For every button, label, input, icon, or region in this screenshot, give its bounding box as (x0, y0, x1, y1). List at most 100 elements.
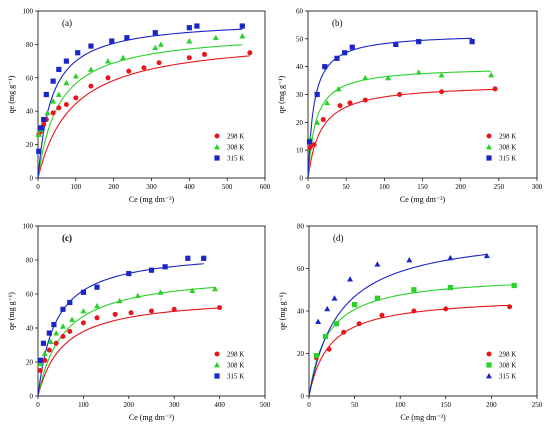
plot-frame (37, 225, 266, 397)
chart-panel-2: 0 50 100 150 200 250 300 0 10 20 30 40 50 60 Ce (mg dm… (277, 8, 543, 205)
data-point-series-3 (483, 252, 490, 259)
data-point-series-2 (335, 85, 342, 92)
y-tick-label: 100 (23, 223, 34, 231)
data-point-series-1 (80, 320, 86, 326)
data-point-series-2 (352, 302, 358, 308)
data-point-series-2 (37, 360, 44, 367)
x-tick-label: 150 (417, 183, 428, 191)
data-point-series-3 (349, 44, 355, 50)
data-point-series-3 (50, 78, 56, 84)
y-tick-label: 40 (26, 108, 34, 116)
x-tick-label: 150 (441, 401, 452, 409)
data-point-series-2 (374, 295, 380, 301)
data-point-series-3 (314, 91, 320, 98)
data-point-series-2 (80, 308, 87, 314)
y-tick-label: 0 (301, 393, 305, 401)
data-point-series-1 (126, 68, 132, 74)
data-point-series-2 (186, 38, 193, 44)
data-point-series-1 (347, 100, 353, 106)
x-tick-label: 100 (395, 401, 406, 409)
y-tick-label: 0 (30, 175, 34, 183)
data-point-series-1 (56, 105, 62, 111)
data-point-series-1 (320, 117, 326, 123)
fit-curve-3 (308, 253, 487, 397)
data-point-series-3 (109, 38, 115, 44)
data-point-series-3 (94, 284, 100, 290)
x-tick-label: 50 (351, 401, 359, 409)
legend-marker-3 (486, 155, 492, 161)
x-tick-label: 200 (455, 183, 466, 191)
chart-panel-1: 0 100 200 300 400 500 600 0 20 40 60 80 100 Ce (mg dm… (7, 8, 271, 205)
data-point-series-3 (38, 125, 44, 131)
data-point-series-3 (80, 289, 86, 295)
x-tick-label: 100 (379, 183, 390, 191)
legend-label-3: 315 K (227, 373, 244, 381)
data-point-series-2 (411, 287, 417, 293)
data-point-series-2 (44, 109, 51, 116)
x-tick-label: 50 (343, 183, 351, 191)
panel-label: (a) (62, 18, 72, 28)
data-point-series-2 (152, 44, 159, 51)
legend-marker-1 (486, 133, 492, 139)
data-point-series-2 (72, 73, 79, 79)
data-point-series-3 (347, 276, 354, 282)
data-point-series-3 (201, 255, 207, 261)
data-point-series-2 (87, 66, 94, 72)
chart-panel-3: 0 100 200 300 400 500 0 20 40 60 80 100 Ce (mg dm⁻³)… (7, 223, 271, 423)
data-point-series-2 (488, 72, 495, 78)
x-tick-label: 0 (36, 183, 40, 191)
x-tick-label: 300 (532, 183, 543, 191)
x-tick-label: 0 (307, 401, 311, 409)
data-point-series-2 (362, 74, 369, 81)
data-point-series-3 (75, 50, 81, 56)
x-tick-label: 0 (36, 401, 40, 409)
x-tick-label: 0 (306, 183, 310, 191)
y-axis-title: qe (mg g⁻¹) (7, 75, 16, 113)
data-point-series-2 (116, 297, 123, 304)
data-point-series-1 (156, 60, 162, 66)
y-tick-label: 0 (30, 393, 34, 401)
data-point-series-1 (217, 305, 223, 311)
data-point-series-1 (42, 357, 48, 363)
x-axis-title: Ce (mg dm⁻³) (400, 195, 446, 204)
data-point-series-3 (342, 50, 348, 56)
fit-curve-2 (37, 286, 216, 397)
panel-label: (d) (333, 233, 344, 243)
y-tick-label: 20 (26, 141, 34, 149)
y-tick-label: 60 (297, 265, 305, 273)
legend-marker-2 (214, 144, 220, 150)
data-point-series-2 (239, 33, 246, 39)
data-point-series-1 (337, 103, 343, 109)
data-point-series-1 (201, 51, 207, 57)
legend-label-3: 315 K (499, 155, 516, 163)
fit-curve-1 (308, 304, 510, 397)
legend-marker-1 (214, 133, 220, 139)
data-point-series-3 (374, 261, 381, 267)
data-point-series-3 (406, 257, 413, 263)
x-tick-label: 100 (78, 401, 89, 409)
data-point-series-1 (46, 347, 52, 353)
data-point-series-1 (307, 144, 313, 150)
data-point-series-3 (36, 148, 42, 154)
data-point-series-2 (385, 74, 392, 81)
data-point-series-3 (63, 58, 69, 64)
x-tick-label: 400 (184, 183, 195, 191)
data-point-series-1 (397, 92, 403, 97)
data-point-series-1 (53, 340, 59, 346)
data-point-series-2 (511, 282, 517, 289)
data-point-series-2 (53, 330, 60, 336)
data-point-series-1 (341, 329, 347, 335)
data-point-series-2 (104, 58, 111, 64)
x-axis-title: Ce (mg dm⁻³) (400, 413, 446, 422)
data-point-series-1 (37, 368, 43, 373)
data-point-series-2 (333, 321, 339, 327)
data-point-series-1 (171, 306, 177, 312)
y-tick-label: 10 (296, 147, 304, 155)
legend-marker-3 (214, 155, 220, 161)
data-point-series-3 (126, 271, 132, 277)
data-point-series-3 (322, 64, 328, 70)
y-tick-label: 80 (26, 257, 34, 265)
data-point-series-3 (56, 66, 62, 73)
data-point-series-3 (331, 295, 338, 301)
legend-label-2: 308 K (499, 144, 516, 152)
